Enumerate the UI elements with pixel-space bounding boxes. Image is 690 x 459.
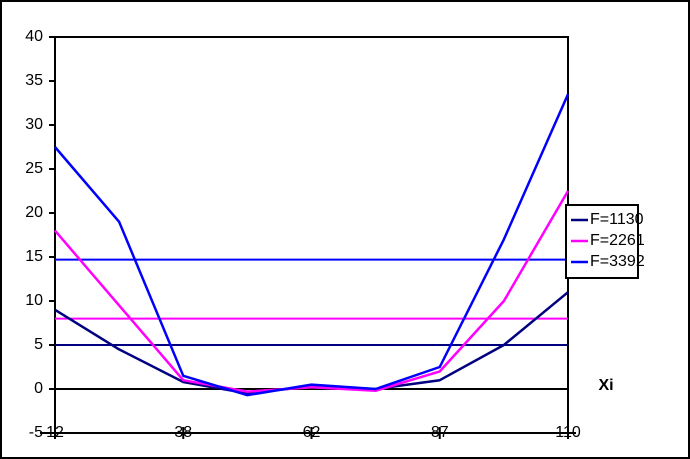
y-tick-label: 5	[34, 336, 43, 353]
series-line	[54, 190, 570, 393]
y-tick-label: -5	[29, 424, 43, 441]
y-tick-label: 40	[25, 28, 43, 45]
series-line	[54, 93, 570, 397]
x-axis-label: Xi	[598, 377, 613, 394]
legend-label: F=1130	[590, 211, 644, 228]
legend-label: F=2261	[590, 232, 645, 249]
x-tick-label: 38	[174, 424, 192, 441]
x-tick-label: 110	[555, 424, 581, 441]
y-tick-label: 30	[25, 116, 43, 133]
x-tick-label: 62	[303, 424, 321, 441]
x-tick-label: 12	[46, 424, 64, 441]
y-tick-label: 35	[25, 72, 43, 89]
y-tick-label: 0	[34, 380, 43, 397]
y-tick-label: 20	[25, 204, 43, 221]
y-tick-label: 15	[25, 248, 43, 265]
x-tick-label: 87	[431, 424, 449, 441]
legend-label: F=3392	[590, 253, 645, 270]
y-tick-label: 10	[25, 292, 43, 309]
y-tick-label: 25	[25, 160, 43, 177]
